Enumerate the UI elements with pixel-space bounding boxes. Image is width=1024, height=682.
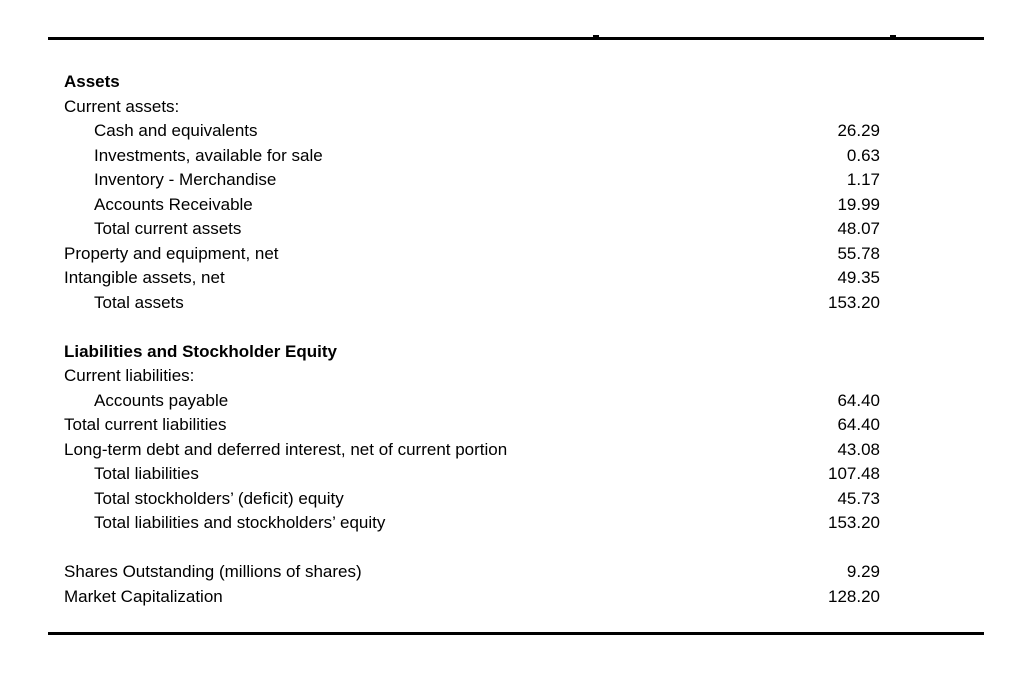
row-value: 9.29 bbox=[846, 562, 880, 581]
row-inventory-merchandise: Inventory - Merchandise 1.17 bbox=[64, 168, 984, 193]
row-value: 55.78 bbox=[837, 243, 880, 263]
row-label: Total liabilities bbox=[94, 464, 199, 483]
statement-body: Assets Current assets: Cash and equivale… bbox=[48, 40, 984, 609]
row-long-term-debt: Long-term debt and deferred interest, ne… bbox=[64, 438, 984, 463]
row-value: 43.08 bbox=[837, 439, 880, 459]
row-label: Cash and equivalents bbox=[94, 121, 258, 140]
section-shares-marketcap: Shares Outstanding (millions of shares) … bbox=[64, 560, 984, 609]
row-label: Investments, available for sale bbox=[94, 145, 323, 165]
row-value: 64.40 bbox=[837, 390, 880, 410]
row-shares-outstanding: Shares Outstanding (millions of shares) … bbox=[64, 560, 984, 585]
row-current-liabilities: Current liabilities: bbox=[64, 364, 984, 389]
row-property-equipment: Property and equipment, net 55.78 bbox=[64, 242, 984, 267]
row-label: Long-term debt and deferred interest, ne… bbox=[64, 439, 508, 459]
row-accounts-receivable: Accounts Receivable 19.99 bbox=[64, 193, 984, 218]
row-value: 153.20 bbox=[828, 292, 880, 312]
row-label: Current liabilities: bbox=[64, 366, 195, 385]
row-value: 153.20 bbox=[828, 513, 880, 532]
row-label: Intangible assets, net bbox=[64, 268, 225, 287]
row-cash-equivalents: Cash and equivalents 26.29 bbox=[64, 119, 984, 144]
row-label: Total liabilities and stockholders’ equi… bbox=[94, 513, 386, 532]
section-assets-heading: Assets bbox=[64, 72, 120, 91]
row-value: 26.29 bbox=[837, 121, 880, 140]
section-heading-row: Assets bbox=[64, 70, 984, 95]
ink-artifact-mark bbox=[890, 35, 896, 38]
row-value: 19.99 bbox=[837, 194, 880, 214]
row-total-liabilities: Total liabilities 107.48 bbox=[64, 462, 984, 487]
section-liabilities-equity: Liabilities and Stockholder Equity Curre… bbox=[64, 340, 984, 536]
section-spacer bbox=[64, 315, 984, 340]
row-label: Market Capitalization bbox=[64, 586, 223, 606]
bottom-rule bbox=[48, 632, 984, 635]
row-total-current-assets: Total current assets 48.07 bbox=[64, 217, 984, 242]
section-liabilities-heading: Liabilities and Stockholder Equity bbox=[64, 341, 337, 361]
row-value: 45.73 bbox=[837, 488, 880, 508]
ink-artifact-mark bbox=[593, 35, 599, 38]
row-label: Property and equipment, net bbox=[64, 243, 279, 263]
section-assets: Assets Current assets: Cash and equivale… bbox=[64, 70, 984, 315]
row-accounts-payable: Accounts payable 64.40 bbox=[64, 389, 984, 414]
section-spacer bbox=[64, 536, 984, 561]
row-value: 107.48 bbox=[828, 464, 880, 483]
row-label: Current assets: bbox=[64, 96, 180, 116]
row-current-assets: Current assets: bbox=[64, 95, 984, 120]
top-rule bbox=[48, 35, 984, 40]
row-total-current-liabilities: Total current liabilities 64.40 bbox=[64, 413, 984, 438]
row-label: Total stockholders’ (deficit) equity bbox=[94, 488, 344, 508]
section-heading-row: Liabilities and Stockholder Equity bbox=[64, 340, 984, 365]
row-label: Total assets bbox=[94, 292, 184, 312]
row-value: 64.40 bbox=[837, 415, 880, 434]
row-label: Inventory - Merchandise bbox=[94, 170, 277, 189]
row-value: 49.35 bbox=[837, 268, 880, 287]
row-total-assets: Total assets 153.20 bbox=[64, 291, 984, 316]
balance-sheet: Assets Current assets: Cash and equivale… bbox=[48, 35, 984, 635]
row-value: 0.63 bbox=[846, 145, 880, 165]
row-market-capitalization: Market Capitalization 128.20 bbox=[64, 585, 984, 610]
row-label: Accounts payable bbox=[94, 390, 229, 410]
row-label: Total current assets bbox=[94, 219, 242, 238]
row-value: 1.17 bbox=[846, 170, 880, 189]
row-value: 128.20 bbox=[828, 586, 880, 606]
row-intangible-assets: Intangible assets, net 49.35 bbox=[64, 266, 984, 291]
row-label: Shares Outstanding (millions of shares) bbox=[64, 562, 362, 581]
row-total-stockholders-equity: Total stockholders’ (deficit) equity 45.… bbox=[64, 487, 984, 512]
row-label: Accounts Receivable bbox=[94, 194, 253, 214]
row-investments: Investments, available for sale 0.63 bbox=[64, 144, 984, 169]
row-label: Total current liabilities bbox=[64, 415, 227, 434]
row-total-liabilities-and-equity: Total liabilities and stockholders’ equi… bbox=[64, 511, 984, 536]
row-value: 48.07 bbox=[837, 219, 880, 238]
